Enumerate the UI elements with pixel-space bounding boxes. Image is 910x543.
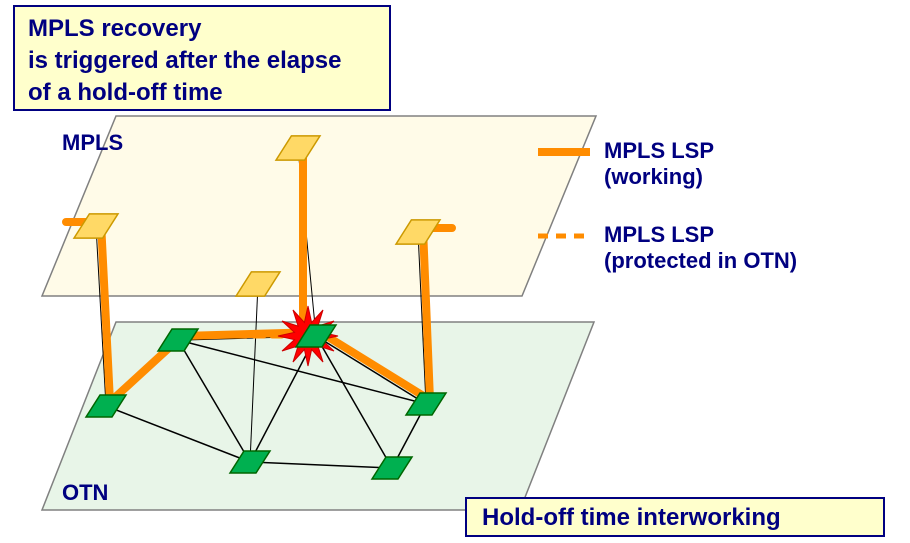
legend-label: MPLS LSP	[604, 222, 714, 247]
otn-label: OTN	[62, 480, 108, 505]
mpls-plane	[42, 116, 596, 296]
legend-label: (protected in OTN)	[604, 248, 797, 273]
caption-text: Hold-off time interworking	[482, 504, 781, 531]
title-line: of a hold-off time	[28, 79, 223, 106]
title-line: MPLS recovery	[28, 15, 202, 42]
legend-label: (working)	[604, 164, 703, 189]
legend-label: MPLS LSP	[604, 138, 714, 163]
title-line: is triggered after the elapse	[28, 47, 341, 74]
mpls-label: MPLS	[62, 130, 123, 155]
